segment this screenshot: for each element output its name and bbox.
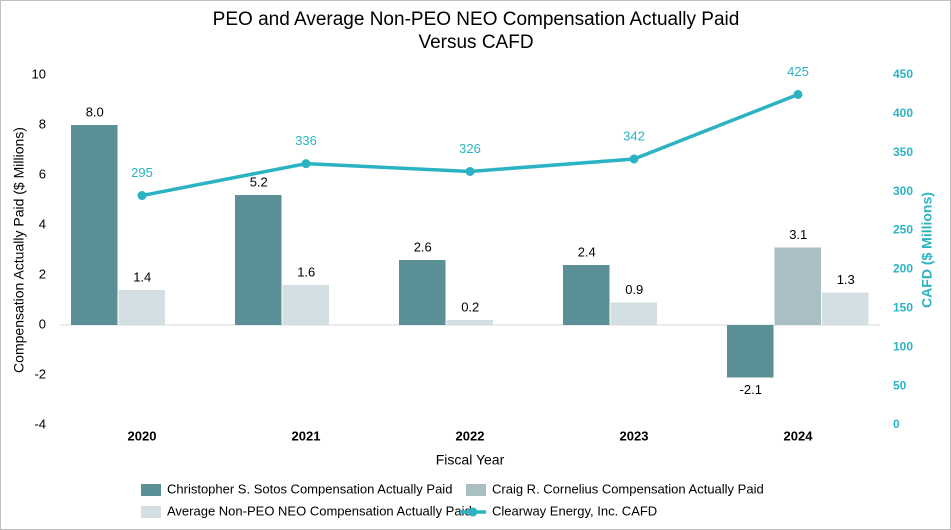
data-label: 326 xyxy=(459,141,481,156)
y2-tick-label: 400 xyxy=(893,106,913,120)
data-label: 295 xyxy=(131,165,153,180)
y-tick-label: -2 xyxy=(34,366,46,381)
data-label: 0.2 xyxy=(461,299,479,314)
y2-tick-label: 300 xyxy=(893,184,913,198)
x-tick-label: 2021 xyxy=(292,428,321,443)
data-label: 5.2 xyxy=(250,174,268,189)
bar xyxy=(822,292,869,325)
bar xyxy=(282,285,329,325)
data-label: 3.1 xyxy=(789,227,807,242)
y2-tick-label: 250 xyxy=(893,223,913,237)
bar xyxy=(118,290,165,325)
bar xyxy=(446,320,493,325)
data-label: 1.3 xyxy=(837,272,855,287)
bar xyxy=(71,125,118,325)
y-tick-label: 0 xyxy=(39,316,46,331)
y-tick-label: 2 xyxy=(39,266,46,281)
x-tick-label: 2023 xyxy=(620,428,649,443)
chart-title: PEO and Average Non-PEO NEO Compensation… xyxy=(213,9,740,30)
chart-title: Versus CAFD xyxy=(418,32,533,53)
x-axis-title: Fiscal Year xyxy=(436,452,505,468)
data-label: 425 xyxy=(787,64,809,79)
y2-tick-label: 100 xyxy=(893,339,913,353)
bar xyxy=(727,325,774,378)
y2-tick-label: 450 xyxy=(893,67,913,81)
y-tick-label: 4 xyxy=(39,216,46,231)
bar xyxy=(774,247,821,325)
y-axis-title: Compensation Actually Paid ($ Millions) xyxy=(11,127,27,373)
y-tick-label: -4 xyxy=(34,416,46,431)
legend-swatch xyxy=(141,506,161,518)
y2-axis-title: CAFD ($ Millions) xyxy=(919,192,935,308)
y2-tick-label: 200 xyxy=(893,262,913,276)
data-label: 8.0 xyxy=(86,104,104,119)
y2-tick-label: 350 xyxy=(893,145,913,159)
bar xyxy=(399,260,446,325)
bar xyxy=(610,302,657,325)
y2-tick-label: 150 xyxy=(893,301,913,315)
legend-label: Craig R. Cornelius Compensation Actually… xyxy=(492,481,764,496)
y2-tick-label: 0 xyxy=(893,417,900,431)
x-tick-label: 2020 xyxy=(128,428,157,443)
x-tick-label: 2024 xyxy=(784,428,814,443)
legend-swatch xyxy=(468,507,478,517)
y-tick-label: 8 xyxy=(39,116,46,131)
data-label: 342 xyxy=(623,128,645,143)
legend-label: Clearway Energy, Inc. CAFD xyxy=(492,503,657,518)
line-point xyxy=(465,166,475,176)
line-point xyxy=(137,191,147,201)
x-tick-label: 2022 xyxy=(456,428,485,443)
line-point xyxy=(793,89,803,99)
legend-label: Average Non-PEO NEO Compensation Actuall… xyxy=(167,503,472,518)
data-label: 336 xyxy=(295,133,317,148)
data-label: 2.6 xyxy=(414,239,432,254)
y-tick-label: 10 xyxy=(32,66,46,81)
y-tick-label: 6 xyxy=(39,166,46,181)
legend-swatch xyxy=(141,484,161,496)
y2-tick-label: 50 xyxy=(893,378,907,392)
legend-label: Christopher S. Sotos Compensation Actual… xyxy=(167,481,452,496)
data-label: 2.4 xyxy=(578,244,596,259)
line-point xyxy=(629,154,639,164)
legend-swatch xyxy=(466,484,486,496)
data-label: 1.4 xyxy=(133,269,151,284)
bar xyxy=(235,195,282,325)
data-label: 1.6 xyxy=(297,264,315,279)
data-label: -2.1 xyxy=(740,382,762,397)
line-point xyxy=(301,159,311,169)
data-label: 0.9 xyxy=(625,282,643,297)
bar xyxy=(563,265,610,325)
